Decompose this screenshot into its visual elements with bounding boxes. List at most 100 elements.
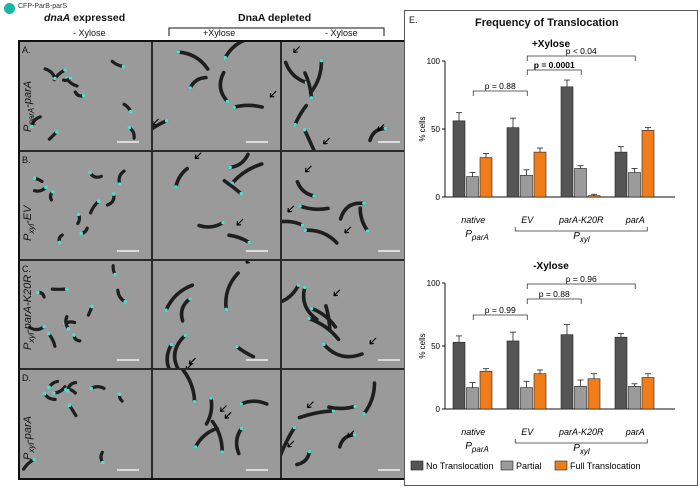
parb-focus [302, 127, 307, 132]
x-tick-label-parA-K20R: parA-K20R [558, 427, 604, 437]
p-value-label: p < 0.04 [566, 46, 597, 56]
parb-focus [309, 96, 314, 100]
bacterial-cell [338, 432, 357, 449]
microscopy-grid [18, 40, 414, 480]
bacterial-cell [89, 199, 101, 215]
header-dnaa-expressed: dnaA expressed [44, 12, 125, 24]
arrow-icon [369, 337, 377, 345]
parb-focus [225, 99, 230, 104]
significance-bracket [526, 69, 582, 75]
bar-full-translocation-EV [533, 151, 547, 198]
parb-focus [307, 449, 312, 454]
bacterial-cell [223, 42, 245, 60]
micrograph-b-1 [20, 152, 151, 259]
parb-focus [183, 333, 187, 338]
parb-focus [67, 403, 72, 407]
bar-no-translocation-native [452, 120, 466, 198]
parb-focus [365, 229, 370, 233]
bacterial-cell [362, 381, 377, 416]
parb-focus [296, 283, 301, 287]
parb-focus [174, 185, 178, 189]
parb-focus [164, 308, 168, 312]
legend-swatch-3 [554, 460, 568, 471]
p-value-label: p = 0.0001 [534, 60, 575, 70]
bacterial-cell [164, 283, 195, 312]
parb-focus [223, 55, 227, 60]
parb-focus [235, 344, 239, 349]
header-dnaa-rest: expressed [70, 12, 126, 24]
micrograph-c-2 [153, 261, 280, 368]
bar-full-translocation-parA-K20R [587, 378, 601, 410]
parb-focus [312, 194, 316, 198]
bacterial-cell [303, 228, 339, 245]
parb-focus [30, 124, 34, 129]
significance-bracket [472, 314, 528, 320]
parb-focus [63, 68, 67, 72]
bacterial-cell [230, 162, 264, 185]
micrograph-c-1 [20, 261, 151, 368]
bacterial-cell [295, 180, 316, 198]
parb-focus [309, 306, 314, 311]
group-bracket-xyl [514, 227, 648, 232]
bacterial-cell [308, 58, 324, 95]
group-bracket-xyl [514, 439, 648, 444]
bacterial-cell [210, 419, 225, 454]
parb-focus [46, 331, 51, 336]
parb-focus [52, 391, 56, 395]
panel-e-title: Frequency of Translocation [475, 17, 619, 29]
x-tick-label-EV: EV [521, 427, 534, 437]
parb-focus [72, 333, 76, 337]
bacterial-cell [116, 288, 127, 304]
legend-label-3: Full Translocation [570, 461, 641, 471]
group-label-xyl: Pxyl [573, 443, 590, 456]
panel-e-letter: E. [409, 15, 418, 25]
bar-no-translocation-EV [506, 340, 520, 410]
bacterial-cell [282, 219, 305, 227]
micrograph-b-3 [282, 152, 412, 259]
parb-focus [362, 412, 366, 416]
parb-focus [101, 460, 105, 465]
parb-focus [188, 296, 192, 301]
parb-focus [128, 109, 133, 114]
micrograph-b-2 [153, 152, 280, 259]
parb-focus [57, 240, 62, 245]
row-genotype-a: PparA-parA [22, 80, 37, 132]
column-header-3: - Xylose [325, 28, 358, 38]
parb-focus [81, 93, 86, 98]
arrow-icon [306, 401, 314, 409]
bar-no-translocation-EV [506, 127, 520, 198]
group-label-native: PparA [465, 229, 489, 242]
bacterial-cell [295, 449, 312, 467]
arrow-icon [333, 289, 341, 297]
bacterial-cell [293, 103, 309, 127]
parb-focus [331, 409, 336, 413]
arrow-icon [347, 430, 355, 438]
parb-focus [307, 316, 311, 321]
chart-1-title: +Xylose [532, 39, 571, 50]
x-tick-label-native: native [461, 215, 485, 225]
bacterial-cell [172, 333, 187, 368]
bar-full-translocation-parA [641, 130, 655, 198]
depleted-bracket [168, 27, 385, 36]
row-letter-a: A. [22, 45, 31, 55]
bacterial-cell [117, 169, 126, 186]
bar-full-translocation-EV [533, 373, 547, 410]
parb-focus [65, 287, 69, 291]
bacterial-cell [174, 166, 189, 189]
bacterial-cell [297, 409, 336, 420]
parb-focus [113, 272, 117, 277]
bacterial-cell [22, 457, 36, 471]
bacterial-cell [228, 152, 250, 170]
parb-focus [228, 165, 232, 170]
bacterial-cell [88, 171, 103, 179]
parb-focus [362, 201, 366, 206]
y-tick-label: 0 [436, 405, 441, 414]
bacterial-cell [368, 126, 388, 143]
parb-focus [88, 170, 92, 175]
micrograph-d-2 [153, 370, 280, 478]
parb-focus [118, 182, 122, 186]
y-tick-label: 50 [431, 125, 440, 134]
chart-2-ylabel: % cells [418, 333, 427, 358]
arrow-icon [153, 118, 159, 126]
legend-label-1: No Translocation [426, 461, 494, 471]
